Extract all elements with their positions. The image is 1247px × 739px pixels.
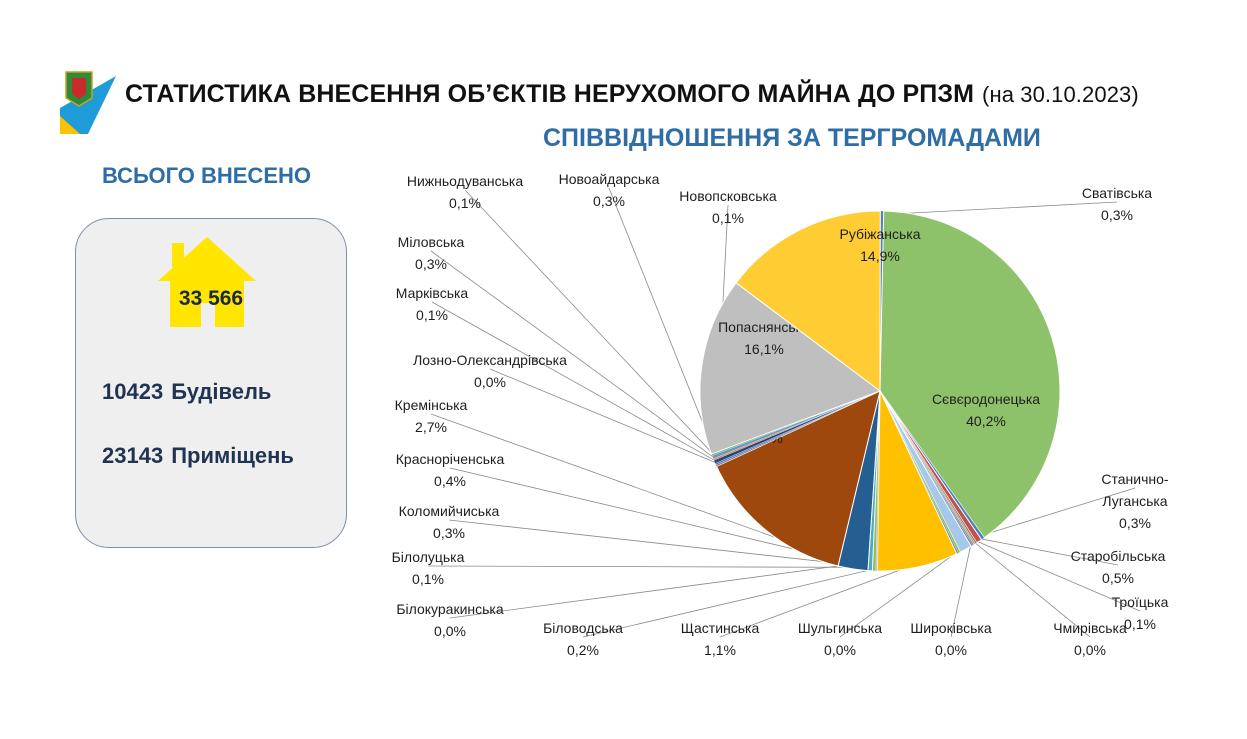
leader-line <box>431 301 719 464</box>
slice-label: Кремінська 2,7% <box>395 397 468 435</box>
slice-label: Коломийчиська 0,3% <box>399 503 500 541</box>
summary-card: 33 566 10423 Будівель 23143 Приміщень <box>75 218 347 548</box>
premises-stat: 23143 Приміщень <box>102 443 294 469</box>
leader-line <box>489 368 720 465</box>
slice-label: Щастинська 1,1% <box>681 620 760 658</box>
slice-label: Лозно-Олександрівська 0,0% <box>413 352 567 390</box>
leader-line <box>430 250 719 461</box>
page-title: СТАТИСТИКА ВНЕСЕННЯ ОБ’ЄКТІВ НЕРУХОМОГО … <box>125 80 1139 108</box>
house-icon <box>158 237 256 327</box>
slice-label: Красноріченська 0,4% <box>396 451 505 489</box>
leader-line <box>972 540 1091 638</box>
slice-label: Старобільська 0,5% <box>1071 548 1166 586</box>
pie-slice <box>699 282 882 455</box>
emblem-logo-icon <box>60 71 116 134</box>
total-count: 33 566 <box>178 287 244 310</box>
slice-label: Широківська 0,0% <box>910 620 991 658</box>
buildings-stat: 10423 Будівель <box>102 379 271 405</box>
leader-line <box>839 542 971 638</box>
buildings-count: 10423 <box>102 379 164 404</box>
leader-line <box>950 541 972 638</box>
total-heading: ВСЬОГО ВНЕСЕНО <box>102 163 311 188</box>
report-date: (на 30.10.2023) <box>982 82 1139 107</box>
slice-label: Чмирівська 0,0% <box>1053 620 1127 658</box>
slice-label: Новоайдарська 0,3% <box>559 171 660 209</box>
slice-label: Білокуракинська 0,0% <box>396 601 504 639</box>
leader-line <box>881 201 1118 215</box>
buildings-label: Будівель <box>171 379 272 404</box>
slice-label: Новопсковська 0,1% <box>679 188 777 226</box>
leader-line <box>980 487 1136 537</box>
slice-label: Станично-Луганська 0,3% <box>1101 471 1169 531</box>
leader-line <box>974 539 1141 612</box>
chart-title: СПІВВІДНОШЕННЯ ЗА ТЕРГРОМАДАМИ <box>543 124 1041 152</box>
leader-line <box>427 565 877 568</box>
slice-label: Білолуцька 0,1% <box>392 549 465 587</box>
pie-slice <box>879 210 1061 539</box>
premises-count: 23143 <box>102 443 164 468</box>
slice-label: Марківська 0,1% <box>396 285 469 323</box>
premises-label: Приміщень <box>171 443 294 468</box>
slice-label: Міловська 0,3% <box>398 234 465 272</box>
leader-line <box>464 189 718 459</box>
slice-label: Сватівська 0,3% <box>1082 185 1152 223</box>
slice-label: Рубіжанська 14,9% <box>839 226 920 264</box>
pie-slice <box>715 390 881 567</box>
slice-label: Шульгинська 0,0% <box>798 620 882 658</box>
leader-line <box>608 187 717 457</box>
pie-slice <box>735 210 881 393</box>
slice-label: Біловодська 0,2% <box>543 620 623 658</box>
slice-label: Сєвєродонецька 40,2% <box>932 391 1040 429</box>
slice-label: Попаснянська 16,1% <box>718 319 810 357</box>
leader-line <box>977 537 1119 566</box>
slice-label: Нижньодуванська 0,1% <box>407 173 523 211</box>
slice-label: Троїцька 0,1% <box>1112 594 1169 632</box>
leader-line <box>448 519 875 568</box>
